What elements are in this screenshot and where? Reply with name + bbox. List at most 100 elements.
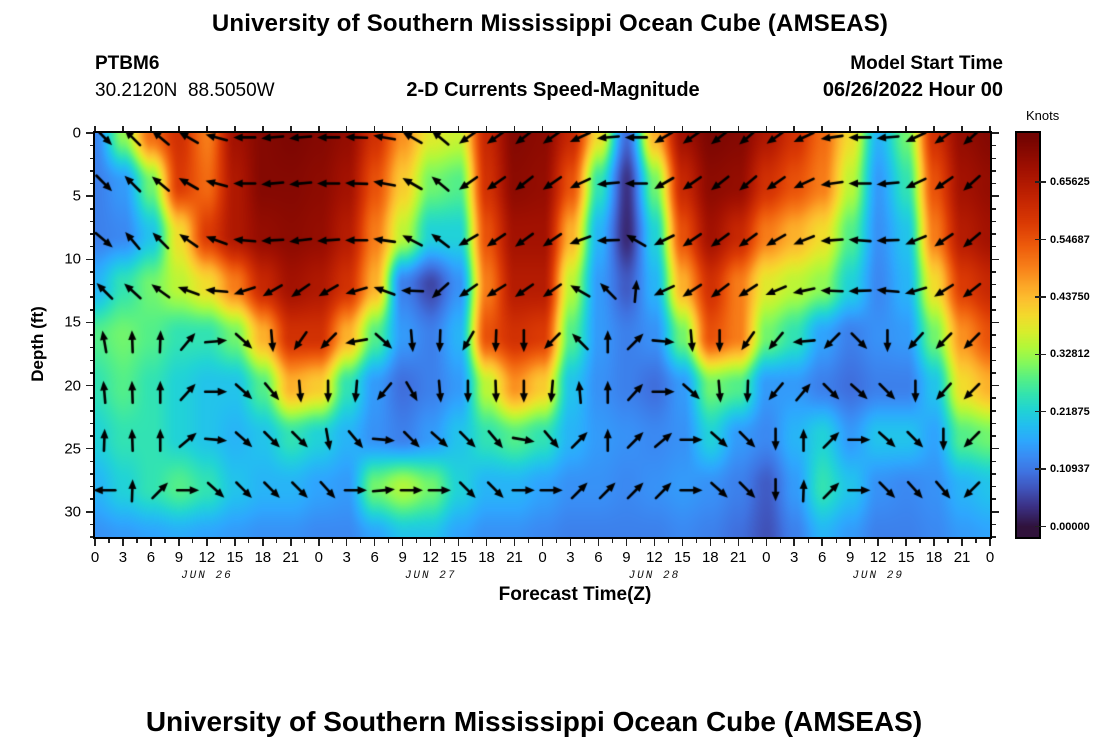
y-tick-left-minor [89, 283, 93, 286]
x-tick-bottom-minor [444, 539, 446, 543]
y-tick-left-minor [89, 334, 93, 336]
x-tick-label: 6 [146, 549, 156, 566]
y-tick-right-minor [992, 397, 996, 399]
x-tick-label: 0 [538, 549, 547, 566]
x-tick-top [905, 126, 907, 131]
x-tick-label: 6 [818, 549, 827, 566]
y-tick-left-minor [89, 410, 93, 412]
x-tick-top [262, 126, 264, 131]
y-tick-right-major [992, 258, 999, 260]
colorbar-tick [1035, 296, 1046, 298]
y-tick-left-minor [89, 182, 93, 185]
model-start-time-value: 06/26/2022 Hour 00 [822, 79, 1003, 101]
y-tick-right-minor [992, 182, 996, 185]
x-tick-label: 15 [897, 549, 915, 566]
model-start-time-label: Model Start Time [850, 53, 1003, 74]
x-tick-bottom-major [681, 539, 684, 546]
x-tick-label: 9 [622, 549, 631, 566]
x-tick-bottom-minor [639, 539, 641, 543]
x-tick-bottom-minor [891, 539, 893, 543]
x-tick-bottom-minor [388, 539, 390, 543]
x-tick-top [401, 126, 404, 131]
colorbar-tick-label: 0.43750 [1050, 290, 1090, 303]
x-tick-bottom-major [961, 539, 963, 546]
x-tick-top [318, 126, 320, 131]
y-tick-right-minor [992, 245, 996, 248]
x-tick-label: 6 [370, 549, 379, 566]
y-tick-label: 25 [64, 440, 81, 458]
x-tick-bottom-minor [304, 539, 306, 543]
x-tick-bottom-minor [919, 539, 921, 543]
station-id: PTBM6 [95, 53, 160, 74]
x-tick-bottom-minor [192, 539, 194, 543]
y-tick-left-minor [89, 536, 93, 538]
y-tick-label: 5 [72, 187, 81, 205]
x-tick-bottom-major [877, 539, 879, 546]
colorbar-tick-label: 0.10937 [1050, 463, 1090, 476]
colorbar-tick-label: 0.32812 [1050, 348, 1090, 361]
x-tick-top [681, 126, 684, 131]
x-tick-bottom-major [262, 539, 264, 546]
y-tick-right-minor [992, 536, 996, 538]
y-tick-right-minor [992, 359, 996, 361]
y-tick-left-minor [89, 372, 93, 374]
x-tick-bottom-minor [667, 539, 669, 543]
x-tick-bottom-minor [527, 539, 530, 543]
colorbar-tick-label: 0.54687 [1050, 233, 1090, 246]
x-tick-bottom-major [318, 539, 320, 546]
x-tick-label: 21 [729, 549, 747, 566]
x-day-label: JUN 26 [181, 570, 233, 582]
x-tick-top [849, 126, 851, 131]
x-tick-bottom-minor [164, 539, 166, 543]
colorbar-tick [1035, 410, 1046, 413]
y-tick-left-minor [89, 397, 93, 399]
y-tick-left-minor [89, 435, 93, 437]
x-tick-top [597, 126, 600, 131]
y-tick-left-minor [89, 170, 93, 172]
y-tick-right-minor [992, 296, 996, 298]
x-tick-bottom-major [765, 539, 767, 546]
x-tick-bottom-major [541, 539, 544, 546]
x-tick-label: 3 [566, 549, 575, 566]
y-tick-left-minor [89, 208, 93, 210]
x-tick-label: 12 [869, 549, 887, 566]
x-tick-top [569, 126, 572, 131]
colorbar-tick [1035, 468, 1046, 470]
next-panel-title: University of Southern Mississippi Ocean… [145, 706, 923, 737]
x-tick-bottom-major [290, 539, 292, 546]
colorbar-tick-label: 0.21875 [1050, 405, 1090, 418]
x-tick-bottom-minor [835, 539, 837, 543]
x-tick-label: 15 [450, 549, 467, 566]
y-tick-right-minor [992, 372, 996, 374]
x-tick-bottom-major [178, 539, 180, 546]
y-tick-right-minor [992, 435, 996, 437]
x-tick-bottom-minor [555, 539, 558, 543]
y-tick-left-minor [89, 271, 93, 273]
x-tick-bottom-major [933, 539, 935, 546]
x-tick-top [457, 126, 460, 131]
x-tick-top [429, 126, 432, 131]
x-tick-bottom-minor [416, 539, 418, 543]
x-tick-top [989, 126, 991, 131]
x-tick-bottom-minor [695, 539, 697, 543]
y-tick-left-minor [89, 422, 93, 425]
y-tick-right-minor [992, 233, 996, 235]
y-tick-right-minor [992, 283, 996, 286]
colorbar-tick [1035, 238, 1046, 241]
x-tick-bottom-major [206, 539, 208, 546]
y-tick-left-minor [89, 498, 93, 500]
x-tick-label: 21 [506, 549, 523, 566]
x-tick-label: 18 [701, 549, 719, 566]
x-tick-top [150, 126, 152, 131]
y-tick-left-major [86, 132, 93, 134]
x-tick-top [373, 126, 376, 131]
colorbar-tick [1035, 181, 1046, 183]
station-coordinates: 30.2120N 88.5050W [95, 80, 275, 101]
x-tick-label: 12 [198, 549, 216, 566]
x-tick-bottom-minor [332, 539, 334, 543]
y-tick-right-minor [992, 208, 996, 210]
x-tick-bottom-major [597, 539, 600, 546]
y-tick-label: 20 [64, 377, 81, 394]
y-tick-right-minor [992, 309, 996, 311]
y-tick-left-major [86, 384, 93, 387]
